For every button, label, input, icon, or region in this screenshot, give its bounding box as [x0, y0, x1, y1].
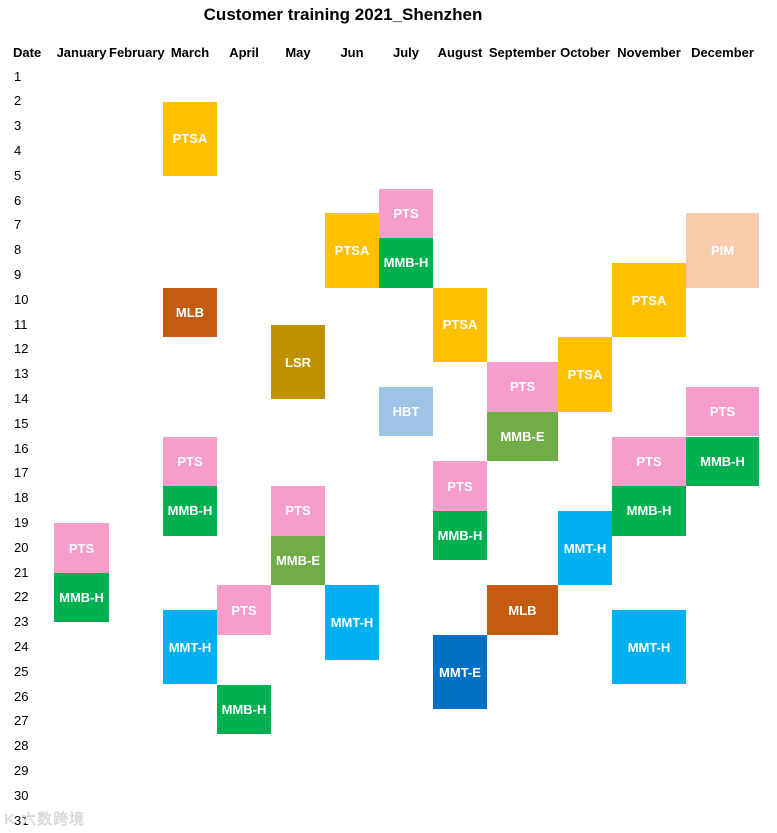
training-block-mmt-h-november: MMT-H — [612, 610, 686, 684]
date-label-19: 19 — [14, 511, 44, 536]
training-block-mlb-september: MLB — [487, 585, 558, 635]
training-block-mmb-h-march: MMB-H — [163, 486, 217, 536]
training-block-pts-december: PTS — [686, 387, 759, 437]
training-block-ptsa-jun: PTSA — [325, 213, 379, 287]
training-block-mmt-e-august: MMT-E — [433, 635, 487, 709]
date-label-7: 7 — [14, 213, 44, 238]
training-block-pts-august: PTS — [433, 461, 487, 511]
month-header-march: March — [163, 45, 217, 60]
training-block-ptsa-october: PTSA — [558, 337, 612, 411]
date-label-27: 27 — [14, 709, 44, 734]
month-header-february: February — [109, 45, 163, 60]
training-block-pts-may: PTS — [271, 486, 325, 536]
date-label-18: 18 — [14, 486, 44, 511]
date-label-29: 29 — [14, 759, 44, 784]
training-block-mmt-h-october: MMT-H — [558, 511, 612, 585]
training-block-pts-march: PTS — [163, 437, 217, 487]
date-column-header: Date — [13, 45, 41, 60]
training-block-mmb-h-december: MMB-H — [686, 437, 759, 487]
date-label-23: 23 — [14, 610, 44, 635]
date-label-16: 16 — [14, 437, 44, 462]
date-label-6: 6 — [14, 189, 44, 214]
month-header-november: November — [612, 45, 686, 60]
training-block-mmb-h-november: MMB-H — [612, 486, 686, 536]
watermark-logo: K 六数跨境 — [4, 808, 85, 829]
chart-title: Customer training 2021_Shenzhen — [0, 5, 686, 25]
training-block-ptsa-november: PTSA — [612, 263, 686, 337]
date-label-5: 5 — [14, 164, 44, 189]
training-block-pts-april: PTS — [217, 585, 271, 635]
date-label-14: 14 — [14, 387, 44, 412]
date-label-22: 22 — [14, 585, 44, 610]
date-label-30: 30 — [14, 784, 44, 809]
date-label-3: 3 — [14, 114, 44, 139]
month-header-october: October — [558, 45, 612, 60]
training-block-pts-november: PTS — [612, 437, 686, 487]
date-label-25: 25 — [14, 660, 44, 685]
date-label-2: 2 — [14, 89, 44, 114]
date-label-10: 10 — [14, 288, 44, 313]
training-block-mmt-h-march: MMT-H — [163, 610, 217, 684]
training-block-mmb-e-september: MMB-E — [487, 412, 558, 462]
date-label-8: 8 — [14, 238, 44, 263]
date-label-20: 20 — [14, 536, 44, 561]
month-header-december: December — [686, 45, 759, 60]
date-label-24: 24 — [14, 635, 44, 660]
training-block-mlb-march: MLB — [163, 288, 217, 338]
month-header-jun: Jun — [325, 45, 379, 60]
training-block-pts-july: PTS — [379, 189, 433, 239]
training-block-pts-january: PTS — [54, 523, 109, 573]
training-block-pts-september: PTS — [487, 362, 558, 412]
date-label-26: 26 — [14, 685, 44, 710]
training-block-mmb-h-august: MMB-H — [433, 511, 487, 561]
training-block-ptsa-march: PTSA — [163, 102, 217, 176]
date-label-15: 15 — [14, 412, 44, 437]
date-label-17: 17 — [14, 461, 44, 486]
month-header-may: May — [271, 45, 325, 60]
training-block-hbt-july: HBT — [379, 387, 433, 437]
date-label-11: 11 — [14, 313, 44, 338]
training-block-mmb-h-july: MMB-H — [379, 238, 433, 288]
training-block-lsr-may: LSR — [271, 325, 325, 399]
date-label-28: 28 — [14, 734, 44, 759]
date-label-21: 21 — [14, 561, 44, 586]
training-block-ptsa-august: PTSA — [433, 288, 487, 362]
month-header-september: September — [487, 45, 558, 60]
training-block-pim-december: PIM — [686, 213, 759, 287]
training-block-mmb-e-may: MMB-E — [271, 536, 325, 586]
month-header-april: April — [217, 45, 271, 60]
date-label-4: 4 — [14, 139, 44, 164]
date-label-12: 12 — [14, 337, 44, 362]
training-block-mmb-h-january: MMB-H — [54, 573, 109, 623]
date-label-1: 1 — [14, 65, 44, 90]
date-label-13: 13 — [14, 362, 44, 387]
month-header-august: August — [433, 45, 487, 60]
training-block-mmt-h-jun: MMT-H — [325, 585, 379, 659]
month-header-january: January — [54, 45, 109, 60]
date-label-9: 9 — [14, 263, 44, 288]
month-header-july: July — [379, 45, 433, 60]
training-block-mmb-h-april: MMB-H — [217, 685, 271, 735]
